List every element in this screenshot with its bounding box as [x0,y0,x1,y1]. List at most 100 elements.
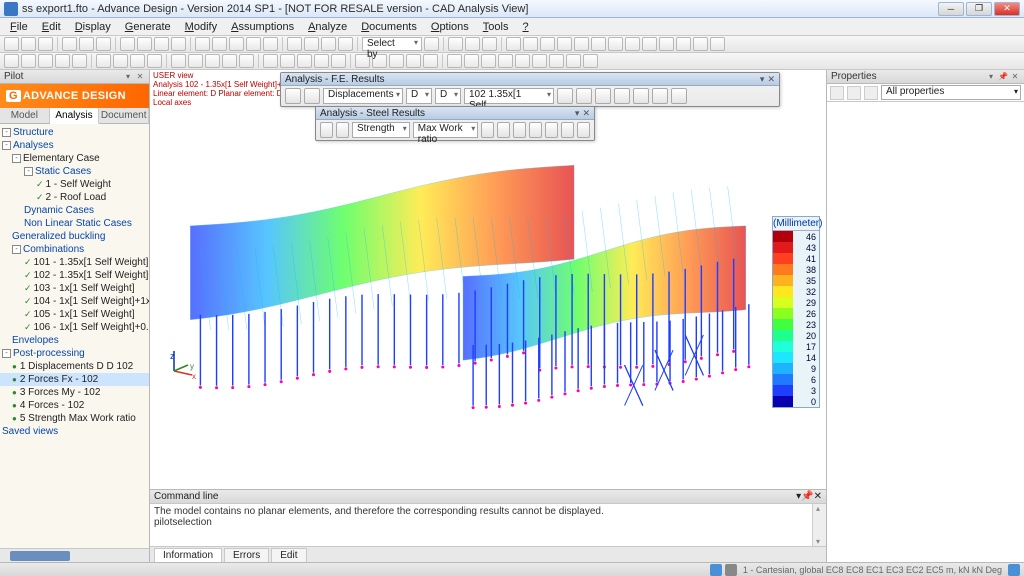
menu-generate[interactable]: Generate [119,20,177,34]
menu-display[interactable]: Display [69,20,117,34]
fe-action-button[interactable] [576,88,592,104]
toolbar-button[interactable] [130,54,145,68]
tree-node[interactable]: Dynamic Cases [0,204,149,217]
toolbar-button[interactable] [321,37,336,51]
toolbar-button[interactable] [79,37,94,51]
bottom-tab-information[interactable]: Information [154,548,222,562]
fe-displacements-select[interactable]: Displacements [323,88,403,104]
toolbar-button[interactable] [113,54,128,68]
toolbar-button[interactable] [4,54,19,68]
command-body[interactable]: The model contains no planar elements, a… [150,504,826,546]
menu-documents[interactable]: Documents [355,20,423,34]
maximize-button[interactable]: ❐ [966,2,992,16]
minimize-button[interactable]: ─ [938,2,964,16]
tree-node[interactable]: -Post-processing [0,347,149,360]
tree-node[interactable]: -Analyses [0,139,149,152]
pilot-tree[interactable]: -Structure-Analyses-Elementary Case-Stat… [0,124,149,548]
cmd-close-icon[interactable]: ✕ [814,491,822,502]
fe-tool-button[interactable] [285,88,301,104]
fe-action-button[interactable] [633,88,649,104]
toolbar-button[interactable] [447,54,462,68]
menu-assumptions[interactable]: Assumptions [225,20,300,34]
toolbar-button[interactable] [583,54,598,68]
toolbar-button[interactable] [96,37,111,51]
toolbar-button[interactable] [331,54,346,68]
menu-options[interactable]: Options [425,20,475,34]
cmd-vscroll[interactable] [812,504,826,546]
toolbar-button[interactable] [62,37,77,51]
tree-node[interactable]: ✓2 - Roof Load [0,191,149,204]
toolbar-button[interactable] [389,54,404,68]
toolbar-button[interactable] [693,37,708,51]
toolbar-button[interactable] [147,54,162,68]
status-icon[interactable] [710,564,722,576]
menu-tools[interactable]: Tools [477,20,515,34]
toolbar-button[interactable] [406,54,421,68]
select-by-dropdown[interactable]: Select by [362,37,422,51]
toolbar-button[interactable] [314,54,329,68]
pilot-tab-document[interactable]: Document [99,108,149,123]
pilot-close-icon[interactable]: ✕ [135,72,145,82]
tree-node[interactable]: -Combinations [0,243,149,256]
fe-case-select[interactable]: 102 1.35x[1 Self … [464,88,554,104]
toolbar-button[interactable] [676,37,691,51]
toolbar-button[interactable] [154,37,169,51]
tree-node[interactable]: -Elementary Case [0,152,149,165]
tree-node[interactable]: Generalized buckling [0,230,149,243]
toolbar-button[interactable] [515,54,530,68]
pilot-tab-analysis[interactable]: Analysis [50,108,100,124]
toolbar-button[interactable] [338,37,353,51]
toolbar-button[interactable] [574,37,589,51]
toolbar-button[interactable] [96,54,111,68]
toolbar-button[interactable] [72,54,87,68]
toolbar-button[interactable] [171,37,186,51]
toolbar-button[interactable] [55,54,70,68]
tree-node[interactable]: -Static Cases [0,165,149,178]
toolbar-button[interactable] [263,37,278,51]
toolbar-button[interactable] [591,37,606,51]
toolbar-button[interactable] [229,37,244,51]
toolbar-button[interactable] [4,37,19,51]
toolbar-button[interactable] [188,54,203,68]
fe-results-panel[interactable]: Analysis - F.E. Results▾✕ Displacements … [280,72,780,107]
fe-dropdown-icon[interactable]: ▾ [760,74,765,85]
tree-node[interactable]: ●1 Displacements D D 102 [0,360,149,373]
menu-analyze[interactable]: Analyze [302,20,353,34]
menu-edit[interactable]: Edit [36,20,67,34]
toolbar-button[interactable] [482,37,497,51]
toolbar-button[interactable] [120,37,135,51]
pilot-tab-model[interactable]: Model [0,108,50,123]
status-icon[interactable] [725,564,737,576]
toolbar-button[interactable] [506,37,521,51]
bottom-tab-errors[interactable]: Errors [224,548,269,562]
prop-close-icon[interactable]: ✕ [1010,72,1020,82]
fe-d2-select[interactable]: D [435,88,461,104]
tree-node[interactable]: ●3 Forces My - 102 [0,386,149,399]
menu-?[interactable]: ? [516,20,534,34]
tree-node[interactable]: ●4 Forces - 102 [0,399,149,412]
toolbar-button[interactable] [205,54,220,68]
toolbar-button[interactable] [498,54,513,68]
toolbar-button[interactable] [608,37,623,51]
tree-node[interactable]: ✓102 - 1.35x[1 Self Weight]+1.5x[2 Roof [0,269,149,282]
fe-action-button[interactable] [595,88,611,104]
tree-node[interactable]: ✓106 - 1x[1 Self Weight]+0.3x[2 Roof Lo [0,321,149,334]
toolbar-button[interactable] [239,54,254,68]
toolbar-button[interactable] [195,37,210,51]
properties-selector[interactable]: All properties [881,85,1021,100]
tree-node[interactable]: ✓103 - 1x[1 Self Weight] [0,282,149,295]
tree-node[interactable]: ✓101 - 1.35x[1 Self Weight] [0,256,149,269]
tree-node[interactable]: Envelopes [0,334,149,347]
toolbar-button[interactable] [38,54,53,68]
tree-node[interactable]: Saved views [0,425,149,438]
toolbar-button[interactable] [21,37,36,51]
viewport-3d[interactable]: USER viewAnalysis 102 - 1.35x[1 Self Wei… [150,70,826,489]
pilot-hscroll[interactable] [0,548,149,562]
prop-icon[interactable] [864,86,878,100]
toolbar-button[interactable] [465,37,480,51]
fe-action-button[interactable] [671,88,687,104]
toolbar-button[interactable] [523,37,538,51]
bottom-tab-edit[interactable]: Edit [271,548,306,562]
tree-node[interactable]: ●5 Strength Max Work ratio [0,412,149,425]
tree-node[interactable]: ✓1 - Self Weight [0,178,149,191]
